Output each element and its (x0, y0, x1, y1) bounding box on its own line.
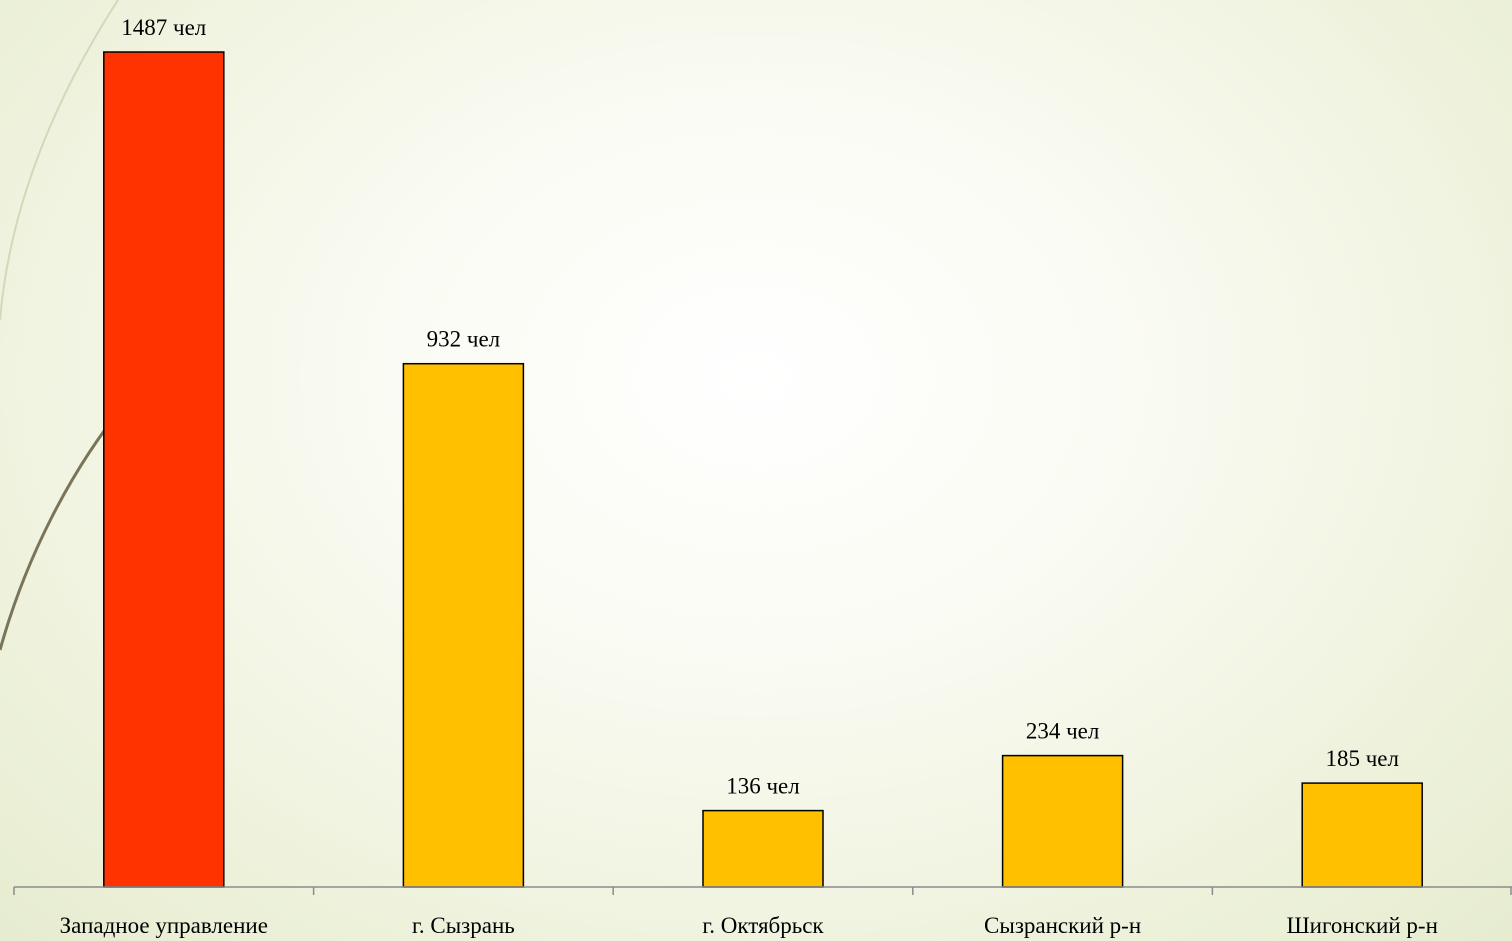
x-tick-labels-group: Западное управление г. Сызрань г. Октябрьс… (60, 913, 1438, 938)
data-label-5: 185 чел (1325, 746, 1399, 771)
bar-4 (1001, 754, 1124, 888)
data-label-4: 234 чел (1026, 719, 1100, 744)
x-axis (13, 886, 1512, 895)
x-tick-label-3: г. Октябрьск (702, 913, 824, 938)
data-labels-group: 1487 чел 932 чел 136 чел 234 чел 185 чел (121, 15, 1399, 799)
bars-group (103, 51, 1423, 888)
bar-5 (1301, 782, 1423, 888)
data-label-3: 136 чел (726, 774, 800, 799)
x-tick-label-1: Западное управление (60, 913, 268, 938)
data-label-2: 932 чел (427, 327, 501, 352)
x-tick-label-5: Шигонский р-н (1286, 913, 1437, 938)
x-tick-label-4: Сызранский р-н (984, 913, 1141, 938)
decorative-arc-thin (0, 0, 119, 321)
data-label-1: 1487 чел (121, 15, 206, 40)
x-tick-label-2: г. Сызрань (412, 913, 515, 938)
bar-1 (103, 51, 225, 888)
bar-2 (402, 362, 525, 888)
bar-3 (702, 809, 824, 888)
